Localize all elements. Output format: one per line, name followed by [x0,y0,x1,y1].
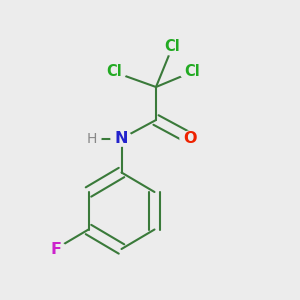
Ellipse shape [102,63,126,81]
Text: F: F [50,242,61,256]
Ellipse shape [180,131,201,146]
Ellipse shape [82,132,101,145]
Text: Cl: Cl [106,64,122,80]
Ellipse shape [45,242,66,256]
Ellipse shape [160,38,184,55]
Ellipse shape [180,63,204,81]
Ellipse shape [111,131,132,146]
Text: Cl: Cl [184,64,200,80]
Text: O: O [184,131,197,146]
Text: N: N [115,131,128,146]
Text: H: H [86,132,97,145]
Text: Cl: Cl [165,39,180,54]
